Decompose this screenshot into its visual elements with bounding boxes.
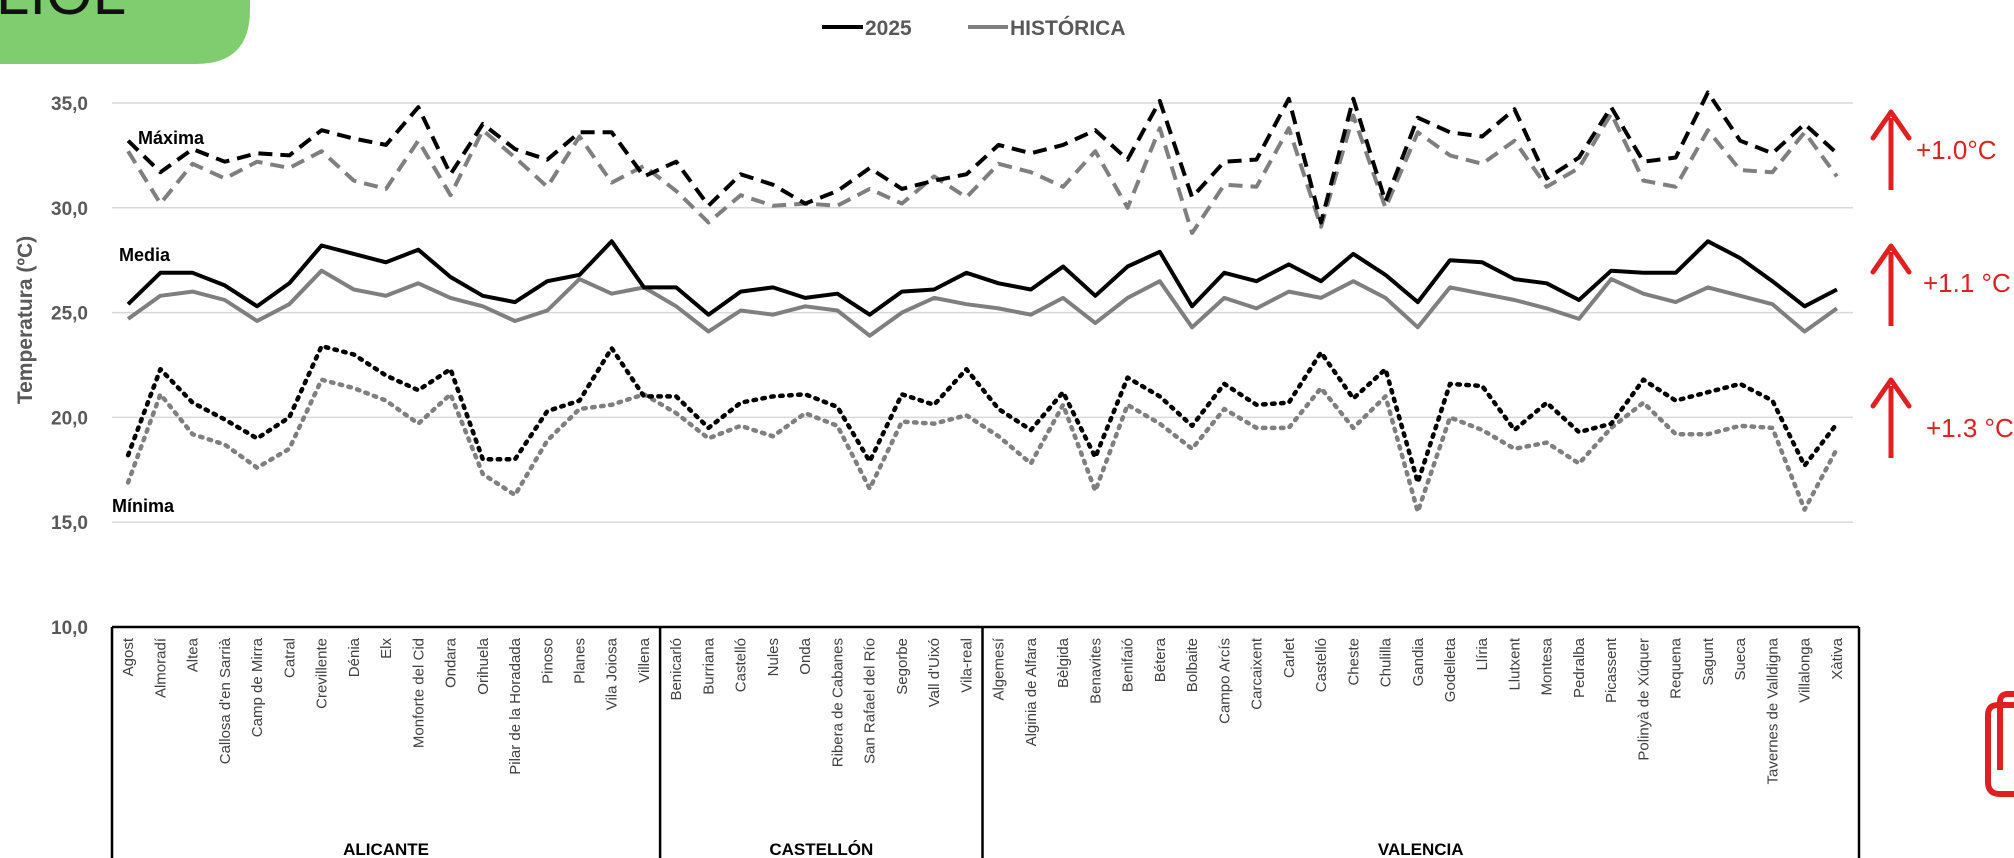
delta-media-label: +1.1 °C bbox=[1923, 268, 2011, 298]
category-label: Camp de Mirra bbox=[249, 637, 266, 737]
logo: LIOL bbox=[0, 0, 250, 64]
series-line-historica-media bbox=[126, 268, 1839, 338]
category-label: Pedralba bbox=[1571, 637, 1588, 698]
series-line-2025-media bbox=[126, 239, 1838, 317]
series-line-historica-min bbox=[125, 377, 1840, 514]
category-label: Castelló bbox=[733, 638, 750, 692]
logo-text: LIOL bbox=[0, 0, 126, 27]
category-label: Vall d'Uixó bbox=[926, 638, 943, 707]
document-icon bbox=[1985, 691, 2014, 797]
category-label: Benavites bbox=[1087, 638, 1104, 704]
category-label: Burriana bbox=[700, 637, 717, 694]
region-label: CASTELLÓN bbox=[769, 840, 873, 858]
category-label: Cheste bbox=[1345, 638, 1362, 686]
delta-min-label: +1.3 °C bbox=[1926, 413, 2014, 443]
category-label: Sueca bbox=[1732, 637, 1749, 680]
category-label: Requena bbox=[1668, 637, 1685, 699]
category-label: Elx bbox=[378, 638, 395, 659]
min-series-label: Mínima bbox=[112, 496, 175, 516]
y-tick-label: 35,0 bbox=[51, 94, 88, 115]
legend: 2025 HISTÓRICA bbox=[822, 16, 1126, 40]
category-label: Montesa bbox=[1539, 637, 1556, 695]
delta-max-label: +1.0°C bbox=[1916, 135, 1997, 165]
region-labels: ALICANTE CASTELLÓN VALENCIA bbox=[343, 840, 1464, 858]
category-axis-boxes bbox=[110, 625, 1861, 858]
category-label: Almoradí bbox=[152, 637, 169, 698]
category-label: Llutxent bbox=[1506, 637, 1523, 690]
category-label: Onda bbox=[797, 637, 814, 674]
category-label: Tavernes de Valldigna bbox=[1764, 637, 1781, 784]
category-label: Carlet bbox=[1281, 637, 1298, 678]
y-tick-label: 15,0 bbox=[51, 513, 88, 534]
category-label: Pinoso bbox=[539, 638, 556, 684]
category-label: Gandia bbox=[1410, 637, 1427, 686]
y-tick-label: 30,0 bbox=[51, 199, 88, 220]
category-label: Benicarló bbox=[668, 638, 685, 701]
delta-min-arrow bbox=[1870, 377, 1912, 458]
category-label: Vila-real bbox=[958, 638, 975, 693]
category-label: Benifaió bbox=[1120, 638, 1137, 692]
category-label: Agost bbox=[120, 637, 137, 676]
category-labels: Agost Almoradí Altea Callosa d'en Sarrià Cam… bbox=[120, 637, 1846, 784]
category-label: Segorbe bbox=[894, 638, 911, 695]
category-label: Bèlgida bbox=[1055, 637, 1072, 688]
gridlines bbox=[112, 102, 1853, 523]
y-axis-label: Temperatura (ºC) bbox=[14, 236, 37, 404]
category-label: Xàtiva bbox=[1829, 637, 1846, 679]
legend-label-2025: 2025 bbox=[865, 17, 912, 40]
category-label: Altea bbox=[185, 637, 202, 672]
delta-max-arrow bbox=[1870, 109, 1912, 190]
category-label: Carcaixent bbox=[1249, 637, 1266, 710]
category-label: Campo Arcís bbox=[1216, 638, 1233, 724]
category-label: Chulilla bbox=[1378, 637, 1395, 687]
category-label: Crevillente bbox=[314, 638, 331, 709]
region-label: ALICANTE bbox=[343, 840, 429, 858]
max-series-label: Máxima bbox=[138, 128, 205, 148]
region-label: VALENCIA bbox=[1378, 840, 1464, 858]
y-tick-label: 20,0 bbox=[51, 408, 88, 429]
category-label: Callosa d'en Sarrià bbox=[217, 637, 234, 764]
y-tick-label: 10,0 bbox=[51, 618, 88, 639]
category-label: Polinyà de Xúquer bbox=[1635, 638, 1652, 761]
category-label: Ribera de Cabanes bbox=[829, 638, 846, 767]
category-label: Godelleta bbox=[1442, 637, 1459, 702]
category-label: Alginia de Alfara bbox=[1023, 637, 1040, 746]
category-label: Picassent bbox=[1603, 637, 1620, 703]
series-line-historica-max bbox=[126, 111, 1839, 235]
y-tick-label: 25,0 bbox=[51, 304, 88, 325]
y-tick-labels: 10,0 15,0 20,0 25,0 30,0 35,0 bbox=[51, 94, 88, 639]
category-label: Sagunt bbox=[1700, 637, 1717, 685]
category-label: Castelló bbox=[1313, 638, 1330, 692]
category-label: Bolbaite bbox=[1184, 638, 1201, 692]
series-lines bbox=[125, 90, 1840, 514]
category-label: Vila Joiosa bbox=[604, 637, 621, 710]
category-label: Algemesí bbox=[991, 637, 1008, 700]
category-label: Monforte del Cid bbox=[410, 638, 427, 748]
category-label: Orihuela bbox=[475, 637, 492, 694]
logo-background bbox=[0, 0, 250, 64]
category-label: Planes bbox=[571, 638, 588, 684]
category-label: San Rafael del Río bbox=[862, 638, 879, 764]
category-label: Llíria bbox=[1474, 637, 1491, 670]
category-label: Villalonga bbox=[1797, 637, 1814, 702]
category-label: Nules bbox=[765, 638, 782, 676]
series-line-2025-max bbox=[126, 90, 1839, 225]
category-label: Pilar de la Horadada bbox=[507, 637, 524, 774]
category-label: Bétera bbox=[1152, 637, 1169, 682]
series-line-2025-min bbox=[125, 343, 1840, 485]
category-label: Ondara bbox=[443, 637, 460, 688]
legend-label-historica: HISTÓRICA bbox=[1010, 16, 1126, 40]
media-series-label: Media bbox=[119, 245, 171, 265]
category-label: Dénia bbox=[346, 637, 363, 677]
category-label: Catral bbox=[281, 638, 298, 678]
category-label: Villena bbox=[636, 637, 653, 682]
delta-media-arrow bbox=[1870, 243, 1912, 326]
